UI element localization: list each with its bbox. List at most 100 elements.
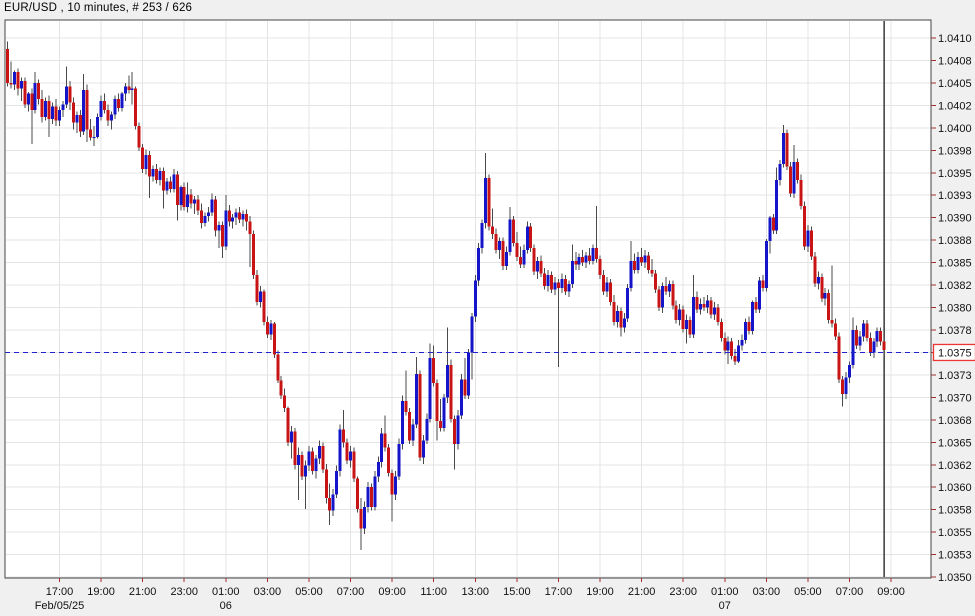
candle: [518, 246, 522, 268]
x-axis-label: 17:00: [545, 586, 573, 598]
candle: [563, 275, 567, 295]
x-axis-label: 05:00: [794, 586, 822, 598]
candle: [581, 250, 585, 267]
candle: [733, 348, 737, 366]
candle: [546, 269, 550, 292]
candle: [515, 232, 519, 261]
candle: [317, 440, 321, 464]
candle: [234, 208, 238, 225]
candle: [290, 426, 294, 459]
plot-border: [4, 19, 932, 579]
candle: [664, 276, 668, 295]
candle: [452, 415, 456, 470]
candle: [144, 149, 148, 175]
candle: [723, 332, 727, 355]
candle: [331, 489, 335, 516]
candle: [456, 409, 460, 450]
candle: [51, 102, 55, 125]
candle: [875, 327, 879, 348]
candle: [740, 334, 744, 351]
x-axis-date-label: 06: [220, 600, 232, 612]
candle: [120, 91, 124, 112]
x-axis-label: 01:00: [212, 586, 240, 598]
candle: [307, 445, 311, 472]
candle: [265, 316, 269, 339]
y-axis-label: 1.0408: [938, 55, 972, 67]
candle: [636, 251, 640, 274]
candle: [193, 196, 197, 215]
candle: [789, 161, 793, 198]
candle: [719, 318, 723, 342]
candle: [861, 320, 865, 342]
candle: [116, 93, 120, 112]
candle: [154, 163, 158, 184]
candle: [692, 275, 696, 339]
candle: [796, 158, 800, 184]
y-axis-label: 1.0395: [938, 168, 972, 180]
x-axis-label: 19:00: [586, 586, 614, 598]
x-axis-label: 01:00: [711, 586, 739, 598]
candle: [550, 271, 554, 294]
candle: [186, 182, 190, 213]
candle: [816, 271, 820, 290]
candle: [425, 413, 429, 445]
y-axis-label: 1.0400: [938, 123, 972, 135]
candle: [245, 209, 249, 231]
candle: [674, 300, 678, 324]
candle: [577, 253, 581, 270]
candle: [283, 388, 287, 412]
candle: [605, 276, 609, 297]
candle: [619, 307, 623, 337]
candle: [882, 338, 886, 357]
candle: [539, 255, 543, 277]
chart-title: EUR/USD , 10 minutes, # 253 / 626: [4, 2, 193, 14]
x-axis-label: 09:00: [378, 586, 406, 598]
candle: [314, 454, 318, 479]
candle: [764, 239, 768, 292]
candle: [297, 447, 301, 500]
candle: [103, 93, 107, 114]
candle: [231, 214, 235, 229]
x-axis-label: 17:00: [46, 586, 74, 598]
candle: [328, 483, 332, 525]
x-axis-date-label: Feb/05/25: [35, 600, 85, 612]
candle: [667, 280, 671, 297]
candle: [688, 316, 692, 339]
x-axis-label: 03:00: [254, 586, 282, 598]
candle: [491, 208, 495, 240]
candle: [847, 361, 851, 384]
candle: [64, 66, 68, 109]
plot-area[interactable]: [5, 20, 931, 578]
x-axis-label: 07:00: [836, 586, 864, 598]
candle: [449, 359, 453, 423]
y-axis-label: 1.0353: [938, 550, 972, 562]
candle: [802, 201, 806, 251]
candle: [106, 104, 110, 127]
candle: [262, 289, 266, 326]
y-axis-label: 1.0350: [938, 572, 972, 584]
candle: [480, 219, 484, 254]
candle: [685, 314, 689, 344]
candle: [359, 498, 363, 551]
candle: [574, 251, 578, 270]
candle: [439, 399, 443, 432]
candle: [608, 278, 612, 306]
candle: [179, 185, 183, 211]
candle: [633, 253, 637, 274]
candle: [387, 444, 391, 477]
candle: [508, 206, 512, 256]
y-axis-label: 1.0385: [938, 258, 972, 270]
candle: [168, 176, 172, 193]
candle: [716, 303, 720, 326]
candle: [511, 215, 515, 247]
candle: [823, 287, 827, 306]
y-axis-label: 1.0355: [938, 527, 972, 539]
candle: [369, 483, 373, 511]
candle: [241, 210, 245, 227]
candle: [137, 122, 141, 152]
candle: [844, 372, 848, 400]
candle: [754, 296, 758, 313]
candle: [681, 305, 685, 333]
candle: [560, 273, 564, 294]
